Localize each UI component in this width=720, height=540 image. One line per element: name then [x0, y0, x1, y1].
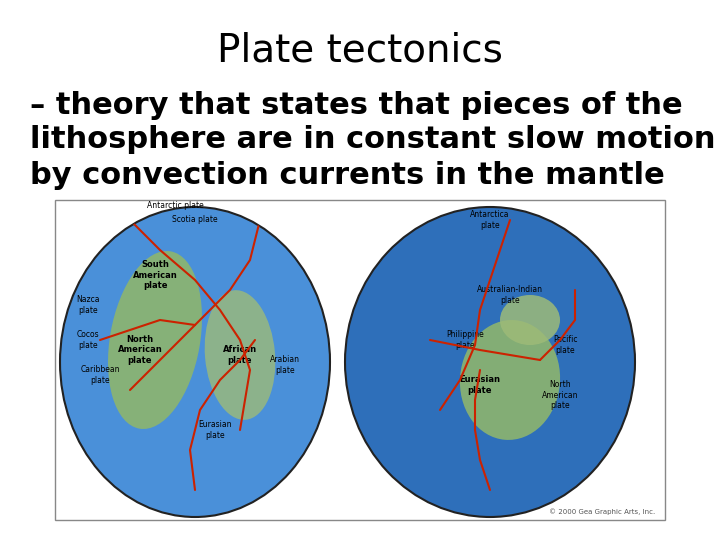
Text: – theory that states that pieces of the: – theory that states that pieces of the	[30, 91, 683, 119]
Text: Caribbean
plate: Caribbean plate	[80, 365, 120, 384]
Ellipse shape	[500, 295, 560, 345]
Text: Eurasian
plate: Eurasian plate	[198, 420, 232, 440]
Text: North
American
plate: North American plate	[541, 380, 578, 410]
Text: Australian-Indian
plate: Australian-Indian plate	[477, 285, 543, 305]
Text: © 2000 Gea Graphic Arts, Inc.: © 2000 Gea Graphic Arts, Inc.	[549, 508, 655, 515]
Text: South
American
plate: South American plate	[132, 260, 177, 290]
Text: Antarctica
plate: Antarctica plate	[470, 210, 510, 230]
Ellipse shape	[345, 207, 635, 517]
Text: Antarctic plate: Antarctic plate	[147, 200, 203, 210]
Text: lithosphere are in constant slow motion driven: lithosphere are in constant slow motion …	[30, 125, 720, 154]
Ellipse shape	[204, 290, 275, 420]
Text: Plate tectonics: Plate tectonics	[217, 31, 503, 69]
Text: Pacific
plate: Pacific plate	[553, 335, 577, 355]
Text: Philippine
plate: Philippine plate	[446, 330, 484, 350]
Text: by convection currents in the mantle: by convection currents in the mantle	[30, 160, 665, 190]
Text: Eurasian
plate: Eurasian plate	[459, 375, 500, 395]
Text: Arabian
plate: Arabian plate	[270, 355, 300, 375]
Text: Nazca
plate: Nazca plate	[76, 295, 100, 315]
Ellipse shape	[108, 251, 202, 429]
Text: Scotia plate: Scotia plate	[172, 215, 218, 225]
Text: North
American
plate: North American plate	[117, 335, 163, 365]
Text: Cocos
plate: Cocos plate	[77, 330, 99, 350]
Text: African
plate: African plate	[223, 345, 257, 364]
Ellipse shape	[460, 320, 560, 440]
Bar	[55, 200, 665, 520]
Ellipse shape	[60, 207, 330, 517]
